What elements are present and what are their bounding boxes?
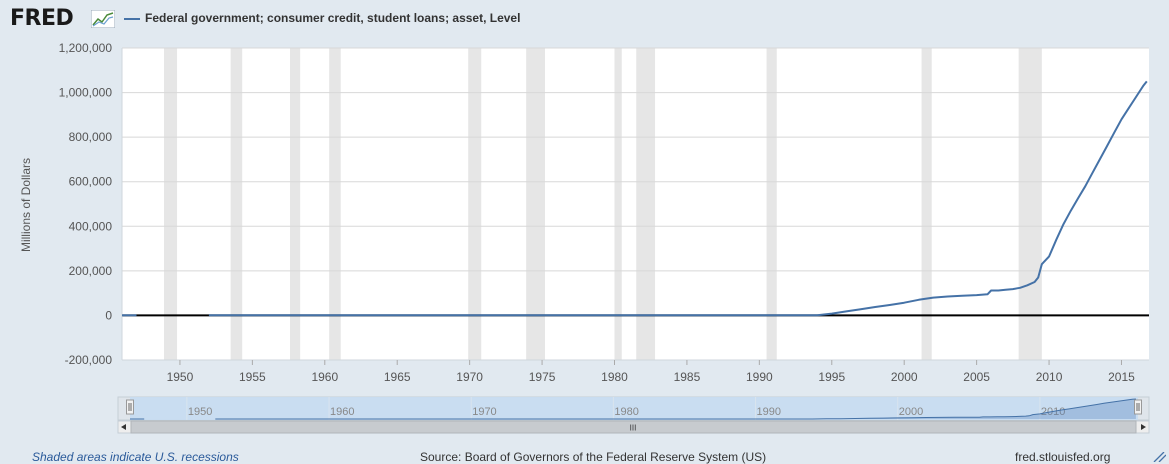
resize-handle-icon[interactable]: [1152, 452, 1166, 462]
navigator-label: 2000: [899, 406, 923, 418]
recession-band: [636, 48, 656, 360]
scrollbar-thumb: [130, 420, 1137, 434]
x-tick-label: 1955: [239, 370, 266, 384]
legend-label[interactable]: Federal government; consumer credit, stu…: [145, 11, 521, 25]
y-tick-label: 400,000: [69, 219, 113, 233]
navigator-label: 1950: [188, 406, 212, 418]
x-tick-label: 1985: [674, 370, 701, 384]
y-tick-label: 200,000: [69, 264, 113, 278]
x-tick-label: 1975: [529, 370, 556, 384]
y-tick-label: 800,000: [69, 130, 113, 144]
x-tick-label: 1995: [818, 370, 845, 384]
recession-band: [468, 48, 482, 360]
x-tick-label: 1990: [746, 370, 773, 384]
chart-svg: -200,000 0 200,000 400,000 600,000 800,000 1,0…: [59, 41, 1150, 434]
y-tick-label: 600,000: [69, 175, 113, 189]
x-tick-label: 1980: [601, 370, 628, 384]
recession-band: [766, 48, 777, 360]
site-link[interactable]: fred.stlouisfed.org: [1015, 450, 1111, 464]
recession-band: [614, 48, 622, 360]
scrollbar-grip: III: [630, 424, 637, 433]
x-tick-label: 2000: [891, 370, 918, 384]
navigator-scrollbar[interactable]: III: [117, 420, 1150, 434]
plot-area: [122, 48, 1149, 360]
line-graph-icon: [91, 10, 115, 28]
navigator-series: [215, 398, 1136, 420]
recession-band: [230, 48, 243, 360]
fred-logo[interactable]: FRED: [10, 6, 74, 31]
navigator-label: 1970: [472, 406, 496, 418]
chart-header: FRED Federal government; consumer credit…: [0, 0, 1169, 40]
recession-band: [1018, 48, 1042, 360]
x-tick-label: 1970: [456, 370, 483, 384]
scroll-left-icon[interactable]: [121, 424, 126, 430]
recession-band: [921, 48, 932, 360]
recession-band: [290, 48, 301, 360]
x-tick-label: 1960: [311, 370, 338, 384]
x-tick-label: 2005: [963, 370, 990, 384]
source-note: Source: Board of Governors of the Federa…: [420, 450, 767, 464]
navigator-left-handle[interactable]: [126, 399, 134, 415]
navigator-label: 1980: [614, 406, 638, 418]
recession-note: Shaded areas indicate U.S. recessions: [32, 450, 239, 464]
navigator-selection: [130, 397, 1138, 420]
navigator-label: 2010: [1041, 406, 1065, 418]
legend-swatch: [124, 18, 140, 20]
x-tick-label: 2015: [1108, 370, 1135, 384]
y-tick-label: 1,000,000: [59, 86, 113, 100]
navigator-label: 1990: [757, 406, 781, 418]
y-tick-label: -200,000: [65, 353, 113, 367]
y-tick-label: 1,200,000: [59, 41, 113, 55]
y-tick-label: 0: [105, 308, 112, 322]
navigator-area: [215, 399, 1136, 419]
recession-band: [526, 48, 545, 360]
recession-band: [329, 48, 341, 360]
x-tick-label: 1950: [167, 370, 194, 384]
recession-band: [164, 48, 178, 360]
series-line: [208, 80, 1148, 317]
x-tick-label: 2010: [1036, 370, 1063, 384]
x-tick-label: 1965: [384, 370, 411, 384]
navigator-label: 1960: [330, 406, 354, 418]
navigator-right-handle[interactable]: [1134, 399, 1142, 415]
scroll-right-icon[interactable]: [1141, 424, 1146, 430]
